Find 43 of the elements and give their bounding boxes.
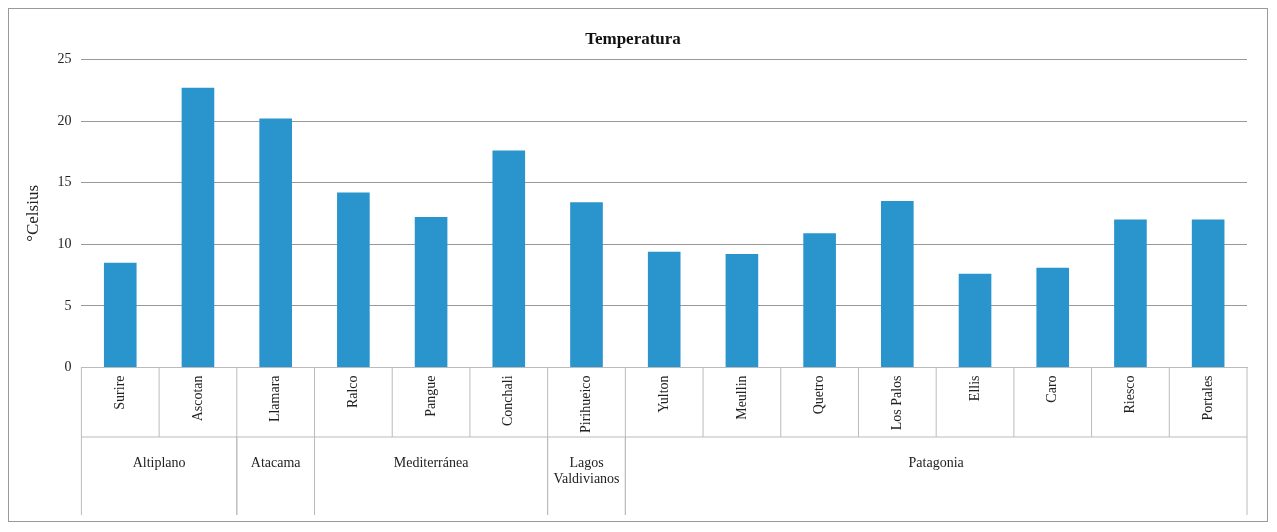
text: Atacama [250,455,302,470]
bar [725,254,759,367]
bar [881,201,914,367]
y-tick-label: 15 [57,174,72,190]
bar [259,118,292,367]
y-tick-label: 20 [57,112,72,128]
x-tick-label: Llamara [267,374,283,423]
x-tick-label: Portales [1199,375,1215,421]
chart-title: Temperatura [585,28,682,48]
x-tick-label: Meullin [733,375,749,420]
text: Lagos Valdivianos [553,455,620,486]
x-tick-label: Pirihueico [578,375,594,433]
x-tick-label: Conchali [500,375,516,426]
bar [414,217,448,367]
x-tick-label: Los Palos [888,375,904,431]
bar [181,87,215,367]
text: Altiplano [132,455,186,470]
y-tick-label: 10 [57,235,72,251]
y-tick-label: 5 [64,297,72,313]
x-tick-label: Ellis [966,375,982,402]
x-tick-label: Surire [111,375,127,410]
x-tick-label: Quetro [811,375,827,415]
x-tick-label: Yulton [655,375,671,413]
x-tick-label: Pangue [422,375,438,417]
bar [803,233,836,367]
bar [1036,267,1070,367]
x-tick-label: Ralco [345,375,361,409]
y-axis-title: °Celsius [22,184,42,242]
bar [958,273,992,367]
bar [1114,219,1147,367]
y-tick-label: 25 [57,51,72,67]
bar [1191,219,1225,367]
bar [103,262,137,367]
x-tick-label: Riesco [1122,375,1138,414]
bar [492,150,526,367]
bar [570,202,603,367]
y-tick-label: 0 [64,359,72,375]
bar [337,192,370,367]
text: Mediterránea [393,455,470,470]
x-tick-label: Ascotan [189,375,205,422]
bar [647,251,681,367]
text: Patagonia [908,455,965,470]
x-tick-label: Caro [1044,375,1060,403]
